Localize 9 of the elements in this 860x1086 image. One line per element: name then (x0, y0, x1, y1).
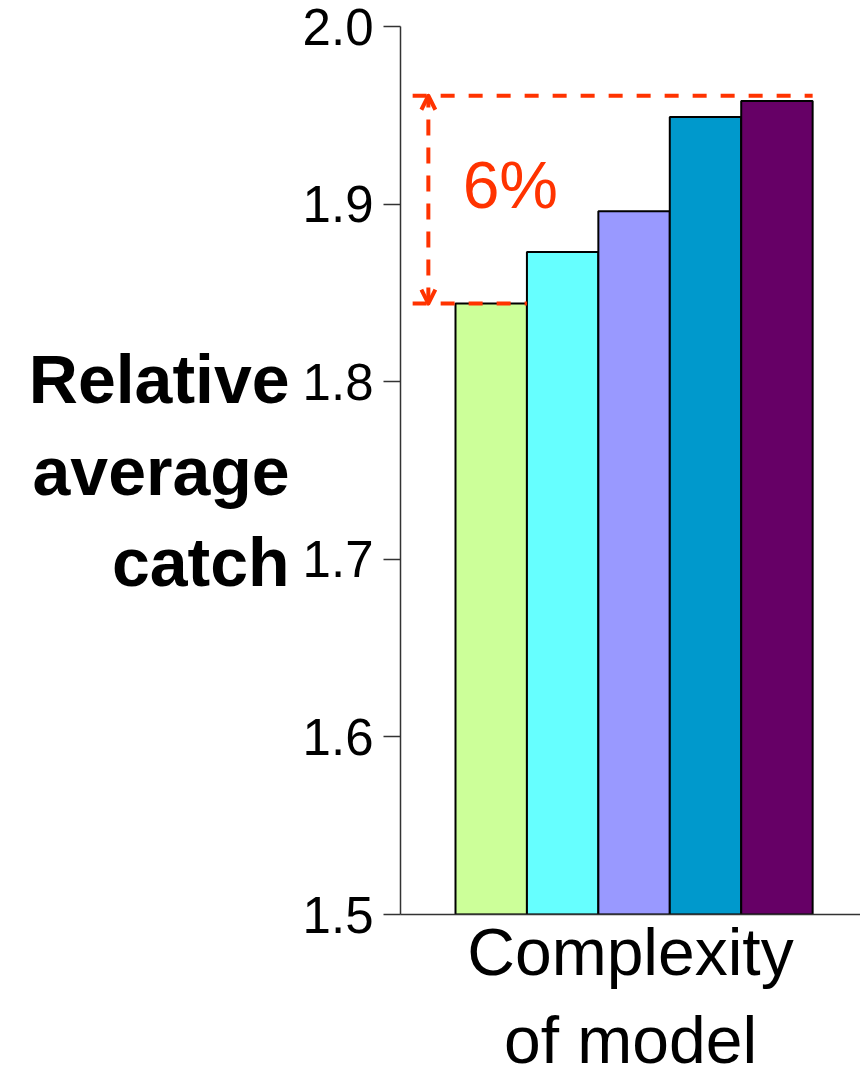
y-axis-title: Relative average catch (28, 341, 290, 600)
y-tick-label: 1.6 (302, 708, 374, 766)
y-tick-label: 2.0 (302, 0, 374, 56)
y-tick-label: 1.9 (302, 176, 374, 234)
y-tick-label: 1.8 (302, 353, 374, 411)
y-tick-label: 1.7 (302, 531, 374, 589)
annotation: 6% (462, 148, 559, 223)
x-axis-title: Complexity of model (467, 914, 794, 1078)
y-tick-label: 1.5 (302, 886, 374, 944)
